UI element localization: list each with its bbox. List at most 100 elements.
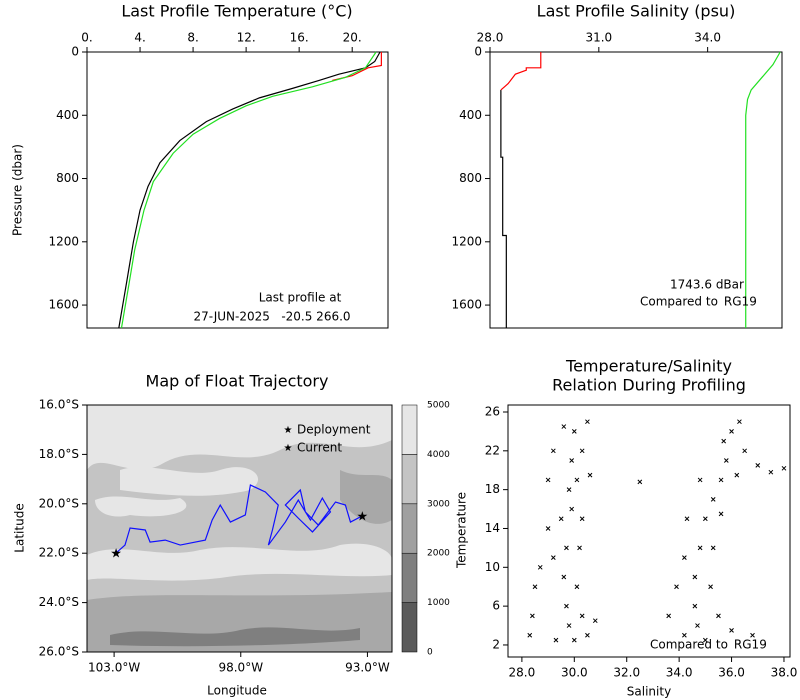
point — [579, 613, 585, 619]
y-tick-label: 0 — [71, 45, 79, 59]
y-tick-label: 18 — [485, 482, 500, 496]
x-tick-label: 28.0 — [477, 31, 504, 45]
point — [564, 603, 569, 609]
y-tick-label: 16.0°S — [39, 398, 79, 412]
point — [721, 438, 727, 444]
annotation: 27-JUN-2025 -20.5 266.0 — [193, 310, 350, 324]
point — [553, 637, 559, 643]
point — [571, 637, 577, 643]
legend-label: Current — [297, 441, 342, 455]
chart-title: Temperature/Salinity — [565, 357, 732, 376]
profile-line — [332, 52, 382, 82]
point — [768, 469, 774, 475]
x-tick-label: 30.0 — [561, 666, 588, 680]
y-tick-label: 800 — [459, 171, 482, 185]
colorbar-label: 1000 — [427, 598, 450, 608]
annotation: Last profile at — [259, 291, 342, 305]
chart-title: Relation During Profiling — [552, 376, 746, 395]
annotation: Compared to — [640, 295, 718, 309]
point — [545, 526, 551, 531]
point — [545, 477, 551, 483]
y-axis-label: Latitude — [13, 503, 27, 552]
colorbar-label: 5000 — [427, 401, 450, 411]
y-tick-label: 26 — [485, 404, 500, 418]
frame — [86, 404, 393, 653]
point — [527, 632, 533, 638]
colorbar-block — [401, 404, 418, 455]
point — [729, 429, 734, 434]
point — [708, 584, 713, 590]
point — [742, 448, 748, 454]
x-tick-label: 0. — [81, 31, 92, 45]
point — [750, 632, 755, 638]
frame — [507, 404, 791, 658]
point — [561, 574, 567, 580]
point — [537, 564, 543, 570]
y-axis-label: Temperature — [455, 492, 469, 569]
point — [718, 511, 724, 517]
point — [723, 458, 729, 463]
x-tick-label: 32.0 — [613, 666, 640, 680]
y-tick-label: 1200 — [451, 234, 482, 248]
y-tick-label: 24.0°S — [39, 595, 79, 609]
y-tick-label: 22 — [485, 443, 500, 457]
y-tick-label: 6 — [492, 599, 500, 613]
point — [569, 458, 575, 463]
colorbar-label: 4000 — [427, 450, 450, 460]
x-tick-label: 34.0 — [694, 31, 721, 45]
point — [566, 487, 572, 493]
chart-title: Last Profile Temperature (°C) — [121, 2, 352, 21]
y-tick-label: 800 — [56, 171, 79, 185]
marker: ★ — [110, 546, 122, 561]
point — [564, 545, 569, 551]
point — [682, 632, 687, 638]
point — [532, 584, 538, 590]
x-tick-label: 20. — [343, 31, 362, 45]
x-tick-label: 16. — [290, 31, 309, 45]
y-tick-label: 18.0°S — [39, 447, 79, 461]
point — [781, 465, 787, 471]
point — [558, 516, 564, 522]
point — [702, 516, 708, 522]
colorbar-label: 3000 — [427, 499, 450, 509]
point — [585, 632, 590, 638]
point — [697, 545, 703, 551]
point — [577, 545, 582, 551]
point — [702, 637, 708, 643]
point — [684, 516, 690, 522]
point — [674, 584, 679, 590]
colorbar-block — [401, 552, 418, 603]
x-tick-label: 28.0 — [509, 666, 536, 680]
point — [561, 424, 567, 429]
y-tick-label: 26.0°S — [39, 645, 79, 659]
profile-line — [500, 52, 542, 91]
point — [695, 623, 700, 628]
y-tick-label: 400 — [459, 108, 482, 122]
x-tick-label: 12. — [237, 31, 256, 45]
point — [574, 584, 580, 590]
point — [579, 448, 585, 454]
point — [585, 419, 590, 425]
y-tick-label: 10 — [485, 560, 500, 574]
point — [755, 463, 761, 468]
profile-line — [500, 89, 507, 328]
point — [592, 618, 598, 624]
point — [692, 574, 698, 580]
point — [550, 448, 556, 454]
colorbar-block — [401, 503, 418, 554]
point — [710, 545, 716, 551]
y-tick-label: 2 — [492, 637, 500, 651]
legend-symbol: ★ — [284, 443, 293, 454]
y-tick-label: 0 — [474, 45, 482, 59]
y-tick-label: 1600 — [48, 298, 79, 312]
point — [692, 603, 698, 609]
chart-title: Last Profile Salinity (psu) — [537, 2, 736, 21]
point — [716, 613, 721, 619]
point — [571, 429, 577, 434]
profile-line — [120, 51, 377, 329]
point — [530, 613, 535, 619]
point — [697, 477, 703, 483]
y-tick-label: 14 — [485, 521, 500, 535]
x-tick-label: 8. — [187, 31, 198, 45]
point — [710, 497, 716, 502]
